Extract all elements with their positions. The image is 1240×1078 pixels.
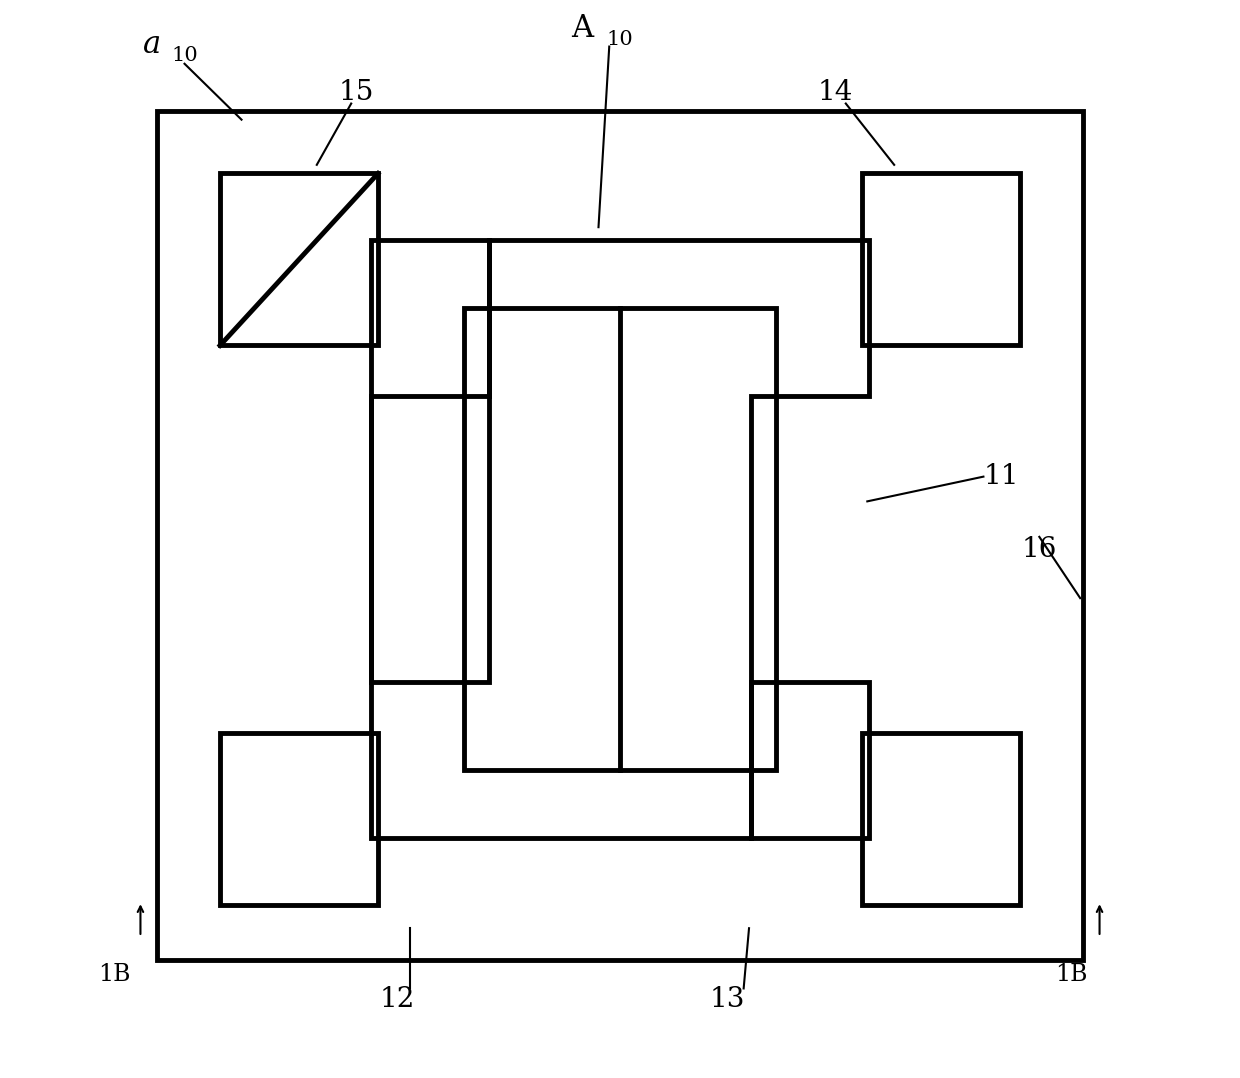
Text: 16: 16 bbox=[1022, 536, 1056, 563]
Text: 10: 10 bbox=[606, 29, 634, 49]
Bar bbox=[219, 733, 378, 904]
Text: 11: 11 bbox=[985, 464, 1019, 490]
Bar bbox=[862, 174, 1021, 345]
Text: 12: 12 bbox=[379, 985, 415, 1012]
Text: 14: 14 bbox=[817, 80, 853, 107]
Text: 10: 10 bbox=[171, 45, 198, 65]
Text: a: a bbox=[143, 29, 161, 60]
Text: 1B: 1B bbox=[1055, 963, 1087, 986]
Text: 13: 13 bbox=[709, 985, 745, 1012]
Text: 15: 15 bbox=[339, 80, 374, 107]
Bar bbox=[862, 733, 1021, 904]
Bar bbox=[219, 174, 378, 345]
Bar bbox=[156, 111, 1084, 960]
Text: 1B: 1B bbox=[98, 963, 131, 986]
Bar bbox=[464, 308, 776, 770]
Text: A: A bbox=[572, 13, 594, 44]
